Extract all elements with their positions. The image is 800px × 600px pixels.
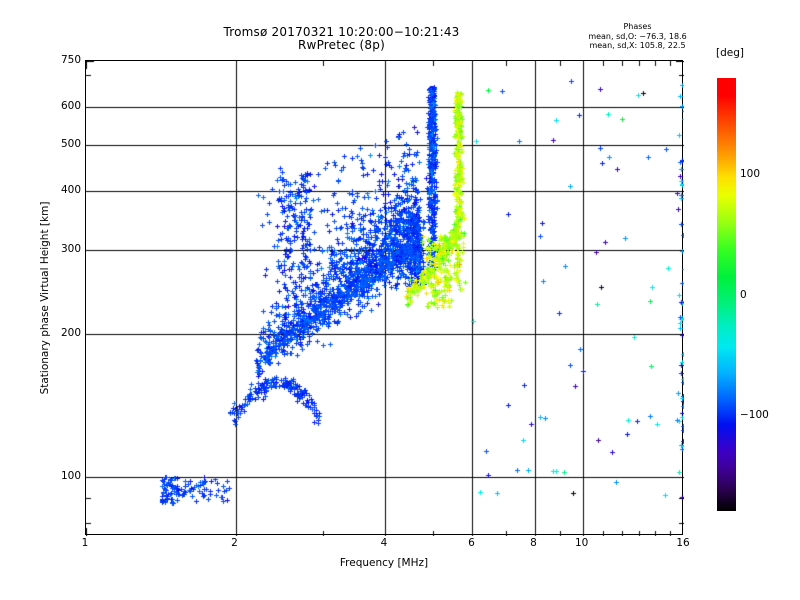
y-axis-tick-labels: 100 200 300 400 500 600 750 bbox=[52, 54, 81, 535]
scatter-plot-canvas bbox=[86, 61, 684, 536]
y-tick-label: 500 bbox=[60, 137, 81, 150]
page-title: Tromsø 20170321 10:20:00−10:21:43 bbox=[223, 25, 460, 39]
y-tick-label: 400 bbox=[60, 183, 81, 196]
colorbar-tick-label: 0 bbox=[740, 288, 747, 301]
x-axis-label: Frequency [MHz] bbox=[339, 557, 429, 569]
colorbar-tick-label: 100 bbox=[740, 168, 761, 181]
phase-stats-x-mode: mean, sd,X: 105.8, 22.5 bbox=[589, 41, 686, 50]
colorbar: 100 0 −100 bbox=[717, 78, 769, 511]
x-tick-label: 10 bbox=[574, 537, 589, 549]
y-tick-label: 600 bbox=[60, 100, 81, 113]
phase-stats-o-mode: mean, sd,O: −76.3, 18.6 bbox=[588, 31, 687, 41]
plot-subtitle: RwPretec (8p) bbox=[298, 38, 385, 52]
y-tick-label: 300 bbox=[60, 243, 81, 256]
plot-area bbox=[85, 60, 684, 536]
phase-stats-heading: Phases bbox=[623, 22, 652, 31]
x-axis-tick-labels: 1 2 4 6 8 10 16 bbox=[81, 537, 690, 553]
x-tick-label: 8 bbox=[530, 537, 537, 549]
x-tick-label: 1 bbox=[81, 537, 89, 549]
y-tick-label: 100 bbox=[60, 469, 81, 482]
plot-title-block: Tromsø 20170321 10:20:00−10:21:43 RwPret… bbox=[0, 26, 683, 52]
x-tick-label: 4 bbox=[380, 537, 388, 549]
colorbar-tick-label: −100 bbox=[740, 408, 769, 421]
x-tick-label: 6 bbox=[468, 537, 475, 549]
colorbar-unit-label: [deg] bbox=[716, 47, 744, 59]
phase-stats-annotation: Phases mean, sd,O: −76.3, 18.6 mean, sd,… bbox=[540, 22, 735, 51]
y-axis-label: Stationary phase Virtual Height [km] bbox=[39, 201, 51, 394]
colorbar-gradient bbox=[717, 78, 736, 511]
y-tick-label: 200 bbox=[60, 326, 81, 339]
y-tick-label: 750 bbox=[60, 54, 81, 66]
x-tick-label: 16 bbox=[676, 537, 690, 549]
y-axis-label-wrapper: Stationary phase Virtual Height [km] bbox=[38, 60, 52, 535]
x-tick-label: 2 bbox=[231, 537, 238, 549]
